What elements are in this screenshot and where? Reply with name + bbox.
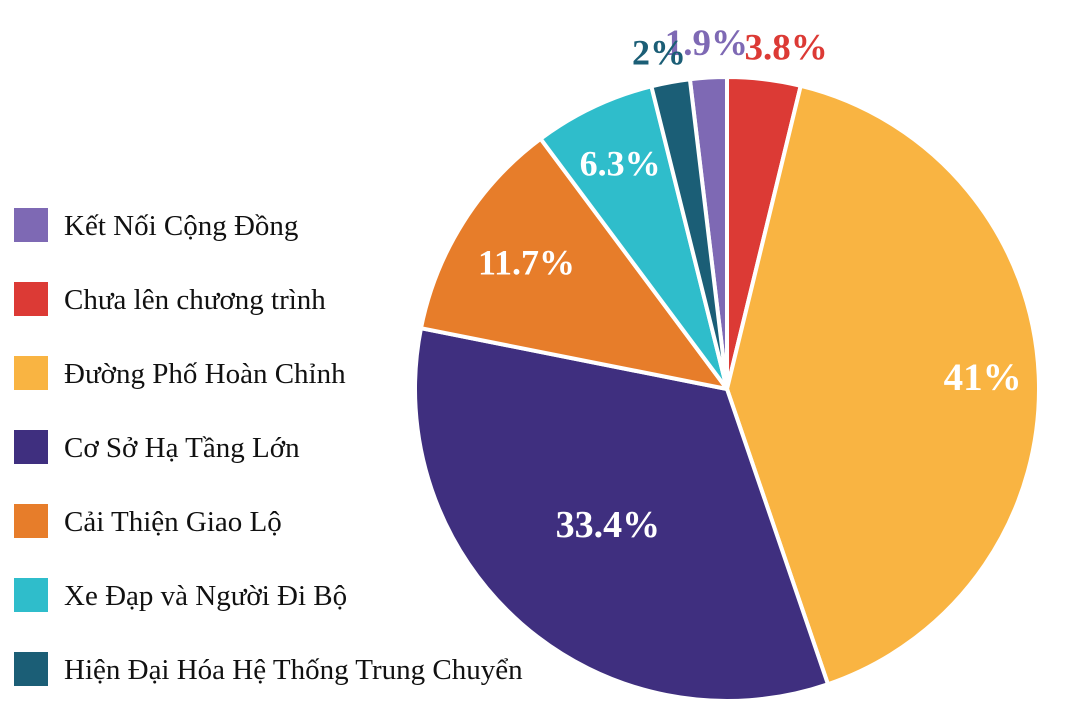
legend-label: Xe Đạp và Người Đi Bộ [64,580,348,612]
legend-swatch [14,282,48,316]
legend-swatch [14,504,48,538]
legend-swatch [14,356,48,390]
legend-swatch [14,208,48,242]
legend-swatch [14,652,48,686]
pie-slice-labels: 1.9%3.8% 41% 33.4% 11.7% 6.3% 2% [478,23,1022,546]
pie-slice [725,83,1041,687]
slice-value-label: 6.3% [580,143,661,183]
slice-value-label: 41% [944,356,1022,399]
slice-value-label: 11.7% [478,242,575,282]
slice-value-label: 33.4% [556,504,661,546]
slice-value-label: 2% [632,33,686,73]
legend-swatch [14,578,48,612]
pie-slice [418,136,729,391]
legend-label: Kết Nối Cộng Đồng [64,210,299,242]
slice-value-label: 3.8% [745,27,828,68]
legend-swatch [14,430,48,464]
legend-label: Hiện Đại Hóa Hệ Thống Trung Chuyển [64,654,523,686]
legend-label: Cơ Sở Hạ Tầng Lớn [64,432,300,464]
legend-label: Cải Thiện Giao Lộ [64,506,282,538]
pie-slices [413,75,1041,703]
legend-label: Đường Phố Hoàn Chỉnh [64,358,346,390]
pie-slice [649,77,729,391]
legend-label: Chưa lên chương trình [64,284,326,316]
pie-slice [538,84,729,391]
pie-slice [413,326,830,703]
slice-value-label: 1.9% [665,23,748,64]
